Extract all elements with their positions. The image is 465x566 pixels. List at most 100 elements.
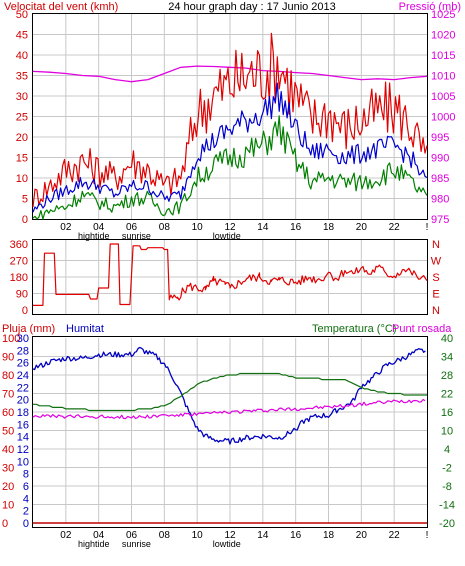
- temperature-tick-label: -20: [439, 518, 455, 530]
- dewpoint-line: [32, 398, 426, 420]
- wind-tick-label: 20: [16, 132, 28, 144]
- pressure-tick-label: 1005: [431, 91, 455, 103]
- direction-series: [33, 243, 428, 306]
- compass-tick-label: N: [432, 305, 440, 317]
- wind-x-tick-label: 20: [356, 222, 368, 233]
- humidity-tick-label: 30: [2, 463, 14, 475]
- wind-tick-label: 30: [16, 91, 28, 103]
- panel-wind-frame: [32, 13, 428, 220]
- wind-line: [32, 82, 428, 213]
- pressure-tick-label: 1010: [431, 71, 455, 83]
- pressure-tick-label: 985: [431, 173, 449, 185]
- temperature-tick-label: -2: [442, 463, 452, 475]
- rain-tick-label: 24: [17, 370, 29, 382]
- climate-series: [32, 346, 427, 524]
- rain-tick-label: 10: [17, 456, 29, 468]
- wind-x-tick-label: 22: [389, 222, 401, 233]
- direction-grid: [33, 240, 427, 314]
- direction-tick-label: 270: [10, 256, 28, 268]
- climate-x-tick-label: 08: [159, 530, 171, 541]
- humidity-tick-label: 100: [2, 333, 20, 345]
- compass-tick-label: N: [432, 239, 440, 251]
- humidity-line: [32, 346, 426, 445]
- climate-x-tick-label: 02: [60, 530, 72, 541]
- direction-tick-label: 0: [22, 305, 28, 317]
- wind-tick-label: 0: [22, 214, 28, 226]
- climate-x-tick-label: 04: [93, 530, 105, 541]
- rain-tick-label: 4: [23, 493, 29, 505]
- wind-axis-label: Velocitat del vent (kmh): [4, 1, 118, 13]
- pressure-line: [32, 65, 428, 83]
- temperature-axis-label: Temperatura (°C): [312, 323, 396, 335]
- wind-tick-label: 35: [16, 71, 28, 83]
- climate-x-tick-label: 06: [126, 530, 138, 541]
- tick-labels: 0510152025303540455097598098599099510001…: [2, 9, 455, 549]
- climate-x-tick-label: 12: [224, 530, 236, 541]
- rain-tick-label: 22: [17, 382, 29, 394]
- pressure-tick-label: 1020: [431, 30, 455, 42]
- humidity-axis-label: Humitat: [66, 323, 104, 335]
- compass-tick-label: S: [432, 272, 439, 284]
- climate-grid: [33, 338, 427, 523]
- wind-x-tick-label: 12: [224, 222, 236, 233]
- climate-x-tick-label: 10: [192, 530, 204, 541]
- temperature-tick-label: 34: [441, 352, 453, 364]
- temperature-tick-label: -14: [439, 500, 455, 512]
- direction-tick-label: 180: [10, 272, 28, 284]
- temperature-tick-label: 4: [444, 444, 450, 456]
- climate-x-tick-label: 20: [356, 530, 368, 541]
- wind-tick-label: 50: [16, 9, 28, 21]
- rain-tick-label: 6: [23, 481, 29, 493]
- humidity-tick-label: 50: [2, 426, 14, 438]
- humidity-tick-label: 10: [2, 500, 14, 512]
- temperature-tick-label: -8: [442, 481, 452, 493]
- wind-x-tick-label: 08: [159, 222, 171, 233]
- rain-tick-label: 14: [17, 432, 29, 444]
- wind-x-tick-label: 06: [126, 222, 138, 233]
- wind-tick-label: 45: [16, 30, 28, 42]
- wind-x-tick-label: 14: [257, 222, 269, 233]
- humidity-tick-label: 0: [2, 518, 8, 530]
- rain-tick-label: 28: [17, 345, 29, 357]
- temperature-tick-label: 22: [441, 389, 453, 401]
- rain-tick-label: 16: [17, 419, 29, 431]
- humidity-tick-label: 60: [2, 407, 14, 419]
- wind-tick-label: 40: [16, 50, 28, 62]
- humidity-tick-label: 70: [2, 389, 14, 401]
- humidity-tick-label: 90: [2, 352, 14, 364]
- pressure-tick-label: 1025: [431, 9, 455, 21]
- wind-x-tick-label: 18: [323, 222, 335, 233]
- temperature-tick-label: 40: [441, 333, 453, 345]
- temperature-line: [33, 372, 427, 412]
- climate-x-tick-label: 14: [257, 530, 269, 541]
- pressure-tick-label: 990: [431, 153, 449, 165]
- rain-tick-label: 8: [23, 469, 29, 481]
- wind-x-tick-label: 02: [60, 222, 72, 233]
- rain-tick-label: 20: [17, 395, 29, 407]
- rain-tick-label: 30: [17, 333, 29, 345]
- temperature-tick-label: 16: [441, 407, 453, 419]
- climate-x-annotation: hightide: [78, 539, 110, 549]
- chart-title: 24 hour graph day : 17 Junio 2013: [168, 1, 336, 13]
- pressure-axis-label: Pressió (mb): [399, 1, 461, 13]
- climate-x-tick-label: 18: [323, 530, 335, 541]
- wind-series: [32, 32, 428, 220]
- climate-x-tick-label: 16: [290, 530, 302, 541]
- compass-tick-label: E: [432, 289, 439, 301]
- humidity-tick-label: 20: [2, 481, 14, 493]
- wind-x-annotation: hightide: [78, 231, 110, 241]
- rain-tick-label: 0: [23, 518, 29, 530]
- climate-x-tick-label: 22: [389, 530, 401, 541]
- panel-direction-frame: [32, 239, 428, 315]
- pressure-tick-label: 995: [431, 132, 449, 144]
- climate-x-annotation: lowtide: [213, 539, 241, 549]
- humidity-tick-label: 80: [2, 370, 14, 382]
- wind-tick-label: 25: [16, 112, 28, 124]
- rain-tick-label: 26: [17, 358, 29, 370]
- wind-x-annotation: lowtide: [213, 231, 241, 241]
- wind-x-tick-label: 04: [93, 222, 105, 233]
- rain-axis-label: Pluja (mm): [2, 323, 55, 335]
- temperature-tick-label: 28: [441, 370, 453, 382]
- pressure-tick-label: 1000: [431, 112, 455, 124]
